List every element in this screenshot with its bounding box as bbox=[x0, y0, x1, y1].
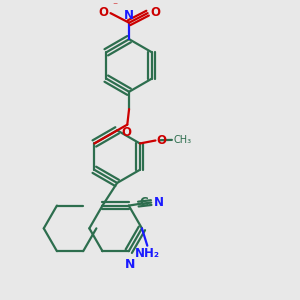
Text: N: N bbox=[154, 196, 164, 208]
Text: NH₂: NH₂ bbox=[135, 247, 160, 260]
Text: CH₃: CH₃ bbox=[173, 135, 191, 145]
Text: O: O bbox=[156, 134, 166, 147]
Text: O: O bbox=[98, 6, 108, 19]
Text: N: N bbox=[124, 8, 134, 22]
Text: N: N bbox=[125, 258, 136, 271]
Text: C: C bbox=[140, 196, 148, 208]
Text: ⁻: ⁻ bbox=[112, 2, 117, 12]
Text: O: O bbox=[122, 125, 132, 139]
Text: O: O bbox=[150, 6, 160, 19]
